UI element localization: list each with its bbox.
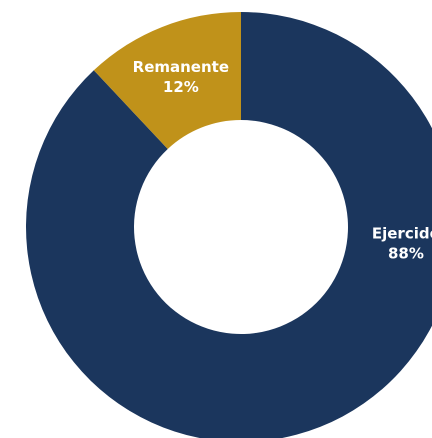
slice-remanente [93,12,241,150]
slice-value-ejercido: 88% [388,245,424,263]
slice-value-remanente: 12% [163,78,199,96]
donut-slices [26,12,432,438]
slice-label-remanente: Remanente [133,58,229,76]
slice-labels: Ejercido 88% Remanente 12% [133,58,432,262]
slice-label-ejercido: Ejercido [372,225,432,243]
slice-ejercido [26,12,432,438]
